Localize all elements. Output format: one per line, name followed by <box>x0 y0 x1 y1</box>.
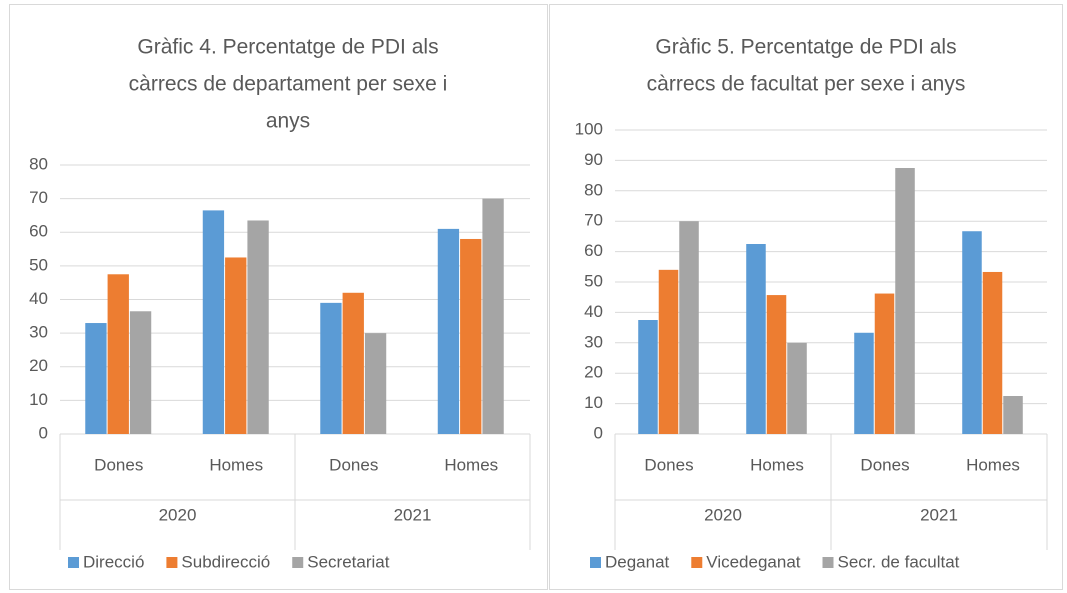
bar <box>85 323 107 434</box>
y-tick-label: 0 <box>39 423 48 442</box>
legend-label: Vicedeganat <box>706 552 800 571</box>
chart-frame <box>9 4 548 590</box>
chart-title: Gràfic 5. Percentatge de PDI als <box>655 36 956 59</box>
y-tick-label: 20 <box>584 363 603 382</box>
y-tick-label: 40 <box>584 302 603 321</box>
legend-label: Subdirecció <box>181 552 270 571</box>
x-tick-label: Dones <box>329 455 378 474</box>
bar <box>482 198 504 434</box>
bar <box>1003 396 1023 434</box>
y-tick-label: 20 <box>29 356 48 375</box>
bar <box>247 220 269 434</box>
bar <box>107 274 129 434</box>
x-tick-label: Dones <box>860 455 909 474</box>
group-label: 2021 <box>394 505 432 524</box>
bar <box>746 244 766 434</box>
bar <box>766 295 787 434</box>
legend-swatch <box>166 557 178 568</box>
y-tick-label: 0 <box>594 423 603 442</box>
y-tick-label: 10 <box>29 390 48 409</box>
x-tick-label: Homes <box>750 455 804 474</box>
y-tick-label: 50 <box>584 271 603 290</box>
chart-title: anys <box>266 110 310 133</box>
chart-title: càrrecs de facultat per sexe i anys <box>647 73 966 96</box>
bar <box>129 311 152 434</box>
y-tick-label: 70 <box>29 188 48 207</box>
bar <box>874 293 895 434</box>
legend-label: Deganat <box>605 552 670 571</box>
legend-swatch <box>822 557 834 568</box>
bar <box>854 332 874 434</box>
bar <box>342 292 364 434</box>
x-tick-label: Homes <box>209 455 263 474</box>
bar <box>638 320 658 434</box>
bar <box>787 342 807 434</box>
group-label: 2020 <box>159 505 197 524</box>
y-tick-label: 50 <box>29 255 48 274</box>
y-tick-label: 80 <box>29 154 48 173</box>
legend-label: Direcció <box>83 552 144 571</box>
legend-swatch <box>292 557 304 568</box>
y-tick-label: 90 <box>584 150 603 169</box>
y-tick-label: 30 <box>584 332 603 351</box>
x-tick-label: Homes <box>966 455 1020 474</box>
bar <box>320 302 342 434</box>
bar <box>364 333 387 434</box>
bar <box>437 228 460 434</box>
y-tick-label: 70 <box>584 211 603 230</box>
y-tick-label: 40 <box>29 289 48 308</box>
chart-frame <box>549 4 1063 590</box>
y-tick-label: 60 <box>584 241 603 260</box>
group-label: 2020 <box>704 505 742 524</box>
bar <box>895 168 915 434</box>
bar <box>460 238 482 434</box>
chart-title: Gràfic 4. Percentatge de PDI als <box>137 36 438 59</box>
x-tick-label: Dones <box>94 455 143 474</box>
group-label: 2021 <box>920 505 958 524</box>
y-tick-label: 100 <box>575 119 603 138</box>
x-tick-label: Homes <box>444 455 498 474</box>
legend-label: Secretariat <box>307 552 389 571</box>
legend-swatch <box>590 557 601 568</box>
legend-label: Secr. de facultat <box>838 552 960 571</box>
chart-title: càrrecs de departament per sexe i <box>129 73 448 96</box>
x-tick-label: Dones <box>644 455 693 474</box>
legend-swatch <box>68 557 79 568</box>
y-tick-label: 10 <box>584 393 603 412</box>
bar <box>982 271 1003 434</box>
bar <box>202 210 225 434</box>
y-tick-label: 30 <box>29 323 48 342</box>
bar <box>225 257 247 434</box>
legend-swatch <box>691 557 703 568</box>
y-tick-label: 80 <box>584 180 603 199</box>
bar <box>658 269 679 434</box>
bar <box>679 221 699 434</box>
y-tick-label: 60 <box>29 222 48 241</box>
bar <box>962 231 982 434</box>
